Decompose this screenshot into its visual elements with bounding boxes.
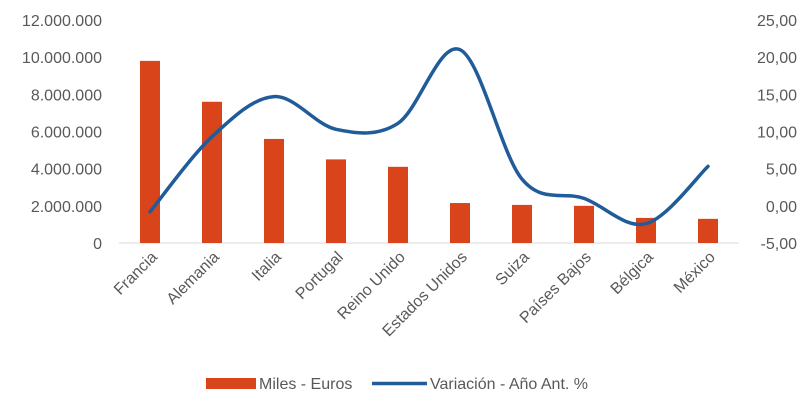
category-label: Bélgica: [608, 249, 657, 298]
right-tick-label: 25,00: [757, 13, 797, 30]
bar: [264, 138, 284, 243]
legend: Miles - Euros Variación - Año Ant. %: [206, 376, 588, 393]
bar: [202, 101, 222, 244]
left-tick-label: 0: [93, 236, 102, 253]
right-tick-label: 0,00: [766, 199, 797, 216]
bar: [512, 204, 532, 243]
left-tick-label: 4.000.000: [31, 162, 102, 179]
left-tick-label: 8.000.000: [31, 87, 102, 104]
category-label: Italia: [249, 249, 285, 285]
bar: [698, 218, 718, 243]
variation-line: [148, 47, 710, 227]
left-tick-label: 2.000.000: [31, 199, 102, 216]
legend-label-bars: Miles - Euros: [259, 376, 352, 393]
bar: [450, 203, 470, 243]
bar: [326, 159, 346, 243]
bar: [140, 60, 160, 244]
category-label: Suiza: [493, 249, 533, 289]
category-label: Alemania: [164, 249, 223, 308]
category-label: México: [671, 249, 719, 297]
left-tick-label: 6.000.000: [31, 125, 102, 142]
right-tick-label: -5,00: [761, 236, 798, 253]
legend-label-line: Variación - Año Ant. %: [430, 376, 588, 393]
right-tick-label: 10,00: [757, 125, 797, 142]
right-axis-tick-labels: -5,00 0,00 5,00 10,00 15,00 20,00 25,00: [757, 13, 797, 253]
bar: [388, 166, 408, 243]
left-tick-label: 10.000.000: [22, 50, 102, 67]
bar-series: [140, 60, 718, 244]
left-tick-label: 12.000.000: [22, 13, 102, 30]
right-tick-label: 5,00: [766, 162, 797, 179]
bar: [574, 205, 594, 243]
right-tick-label: 15,00: [757, 87, 797, 104]
right-tick-label: 20,00: [757, 50, 797, 67]
legend-swatch-bars: [206, 378, 256, 389]
left-axis-tick-labels: 0 2.000.000 4.000.000 6.000.000 8.000.000 10.…: [22, 13, 102, 253]
category-label: Francia: [111, 249, 161, 299]
category-label: Portugal: [293, 249, 347, 303]
